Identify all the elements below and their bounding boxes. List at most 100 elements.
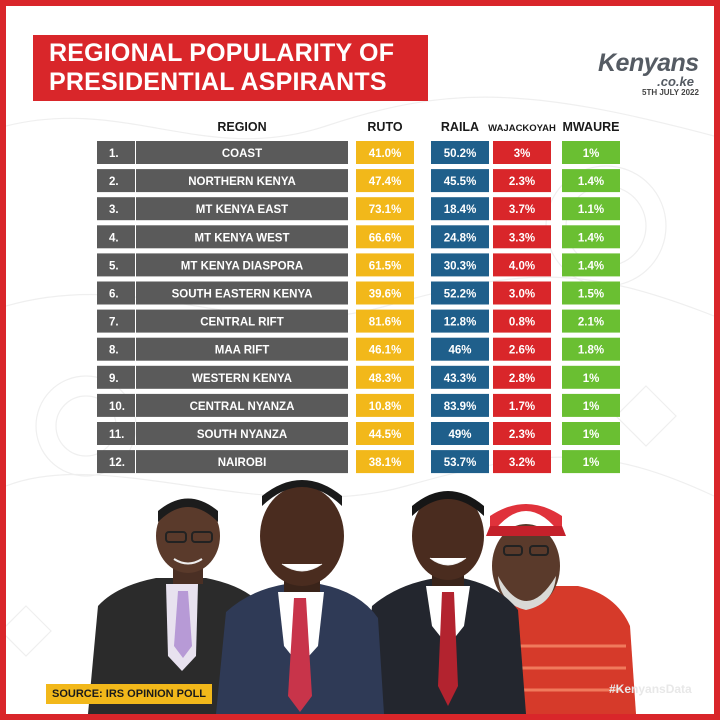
value-label-wajackoyah: 2.6% <box>509 345 535 357</box>
row-index-label: 7. <box>109 317 119 329</box>
row-index-label: 11. <box>109 429 124 441</box>
region-label: MT KENYA WEST <box>195 232 290 244</box>
value-label-raila: 53.7% <box>444 457 477 469</box>
region-label: SOUTH EASTERN KENYA <box>172 289 313 301</box>
value-cell-wajackoyah <box>493 422 551 445</box>
row-index-cell <box>97 337 135 361</box>
value-label-ruto: 38.1% <box>369 457 402 469</box>
value-cell-raila <box>431 225 489 249</box>
region-cell <box>136 365 348 389</box>
region-cell <box>136 393 348 417</box>
candidate-portraits <box>88 480 636 714</box>
row-index-label: 6. <box>109 289 119 301</box>
value-cell-raila <box>431 169 489 193</box>
value-label-raila: 49% <box>448 429 471 441</box>
value-label-mwaure: 1.4% <box>578 232 604 244</box>
row-index-cell <box>97 365 135 389</box>
value-cell-ruto <box>356 197 414 221</box>
value-label-wajackoyah: 4.0% <box>509 260 535 272</box>
row-index-cell <box>97 309 135 333</box>
value-cell-wajackoyah <box>493 253 551 277</box>
row-index-cell <box>97 393 135 417</box>
value-cell-ruto <box>356 141 414 164</box>
value-cell-ruto <box>356 365 414 389</box>
title-banner: REGIONAL POPULARITY OF PRESIDENTIAL ASPI… <box>33 35 428 101</box>
region-label: NAIROBI <box>218 457 267 469</box>
value-label-ruto: 81.6% <box>369 317 402 329</box>
value-label-wajackoyah: 2.8% <box>509 373 535 385</box>
region-cell <box>136 337 348 361</box>
value-cell-ruto <box>356 309 414 333</box>
value-cell-mwaure <box>562 169 620 193</box>
value-cell-raila <box>431 337 489 361</box>
row-index-cell <box>97 253 135 277</box>
value-cell-mwaure <box>562 393 620 417</box>
region-label: NORTHERN KENYA <box>188 176 296 188</box>
value-label-mwaure: 1.4% <box>578 260 604 272</box>
value-cell-raila <box>431 253 489 277</box>
region-label: WESTERN KENYA <box>192 373 292 385</box>
value-label-wajackoyah: 3.0% <box>509 289 535 301</box>
value-cell-ruto <box>356 450 414 474</box>
source-badge: SOURCE: IRS OPINION POLL <box>46 684 213 704</box>
row-index-cell <box>97 450 135 474</box>
value-cell-ruto <box>356 253 414 277</box>
value-label-raila: 18.4% <box>444 204 477 216</box>
value-cell-mwaure <box>562 281 620 305</box>
value-label-mwaure: 1% <box>583 429 600 441</box>
brand-logo: Kenyans .co.ke 5TH JULY 2022 <box>598 51 708 98</box>
row-index-cell <box>97 169 135 193</box>
value-cell-mwaure <box>562 422 620 445</box>
value-cell-wajackoyah <box>493 309 551 333</box>
column-header-ruto: RUTO <box>367 120 402 134</box>
hashtag: #KenyansData <box>609 682 692 696</box>
value-label-wajackoyah: 2.3% <box>509 429 535 441</box>
value-cell-wajackoyah <box>493 393 551 417</box>
publish-date: 5TH JULY 2022 <box>642 88 699 97</box>
column-header-wajackoyah: WAJACKOYAH <box>488 123 556 134</box>
column-header-mwaure: MWAURE <box>563 120 620 134</box>
row-index-label: 12. <box>109 457 125 469</box>
portrait-raila <box>216 480 384 714</box>
row-index-label: 4. <box>109 232 119 244</box>
value-label-wajackoyah: 1.7% <box>509 401 535 413</box>
region-cell <box>136 225 348 249</box>
value-label-raila: 45.5% <box>444 176 477 188</box>
row-index-label: 2. <box>109 176 119 188</box>
row-index-label: 1. <box>109 148 119 160</box>
value-label-raila: 46% <box>448 345 471 357</box>
region-cell <box>136 422 348 445</box>
row-index-cell <box>97 141 135 164</box>
value-cell-raila <box>431 422 489 445</box>
value-label-wajackoyah: 2.3% <box>509 176 535 188</box>
title-line-2: PRESIDENTIAL ASPIRANTS <box>49 68 387 96</box>
value-cell-raila <box>431 450 489 474</box>
value-label-mwaure: 1.5% <box>578 289 604 301</box>
value-cell-mwaure <box>562 141 620 164</box>
value-label-ruto: 61.5% <box>369 260 402 272</box>
value-label-ruto: 10.8% <box>369 401 402 413</box>
value-cell-wajackoyah <box>493 365 551 389</box>
region-label: CENTRAL RIFT <box>200 317 283 329</box>
value-cell-wajackoyah <box>493 450 551 474</box>
row-index-label: 3. <box>109 204 119 216</box>
value-cell-wajackoyah <box>493 281 551 305</box>
region-label: CENTRAL NYANZA <box>190 401 295 413</box>
region-label: SOUTH NYANZA <box>197 429 287 441</box>
value-cell-wajackoyah <box>493 169 551 193</box>
brand-name: Kenyans <box>598 49 699 77</box>
region-cell <box>136 169 348 193</box>
value-cell-wajackoyah <box>493 337 551 361</box>
value-label-mwaure: 1.1% <box>578 204 604 216</box>
value-label-ruto: 39.6% <box>369 289 402 301</box>
row-index-cell <box>97 197 135 221</box>
value-label-raila: 83.9% <box>444 401 477 413</box>
value-label-raila: 50.2% <box>444 148 477 160</box>
value-cell-mwaure <box>562 309 620 333</box>
value-label-mwaure: 1.8% <box>578 345 604 357</box>
value-cell-raila <box>431 393 489 417</box>
value-cell-wajackoyah <box>493 141 551 164</box>
region-column-header: REGION <box>217 120 266 134</box>
value-cell-mwaure <box>562 365 620 389</box>
